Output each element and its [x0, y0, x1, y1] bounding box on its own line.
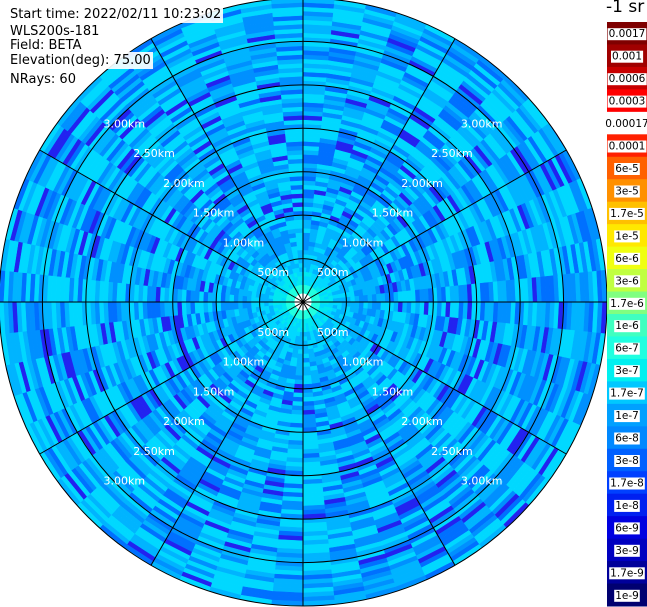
colorbar-tick-label: 3e-7 [615, 365, 639, 377]
colorbar-tick-label: 0.001 [612, 51, 642, 63]
colorbar-tick-label: 6e-7 [615, 343, 639, 355]
colorbar-tick-label: 0.0017 [609, 28, 646, 40]
colorbar-tick-label: 3e-8 [615, 455, 639, 467]
nrays-label: NRays: 60 [8, 71, 78, 88]
colorbar-tick-label: 1.7e-8 [610, 478, 644, 490]
colorbar-tick-label: 1e-6 [615, 320, 639, 332]
colorbar-tick-label: 1e-5 [615, 230, 639, 242]
colorbar-tick-label: 6e-8 [615, 433, 639, 445]
colorbar-tick-label: 1e-7 [615, 410, 639, 422]
colorbar-tick-label: 3e-6 [615, 275, 639, 287]
colorbar-tick-label: 0.0001 [609, 141, 646, 153]
colorbar-tick-label: 1.7e-5 [610, 208, 644, 220]
colorbar-tick-label: 0.0006 [609, 73, 646, 85]
start-time-label: Start time: 2022/02/11 10:23:02 [8, 6, 224, 23]
colorbar-tick-label: 6e-6 [615, 253, 639, 265]
colorbar-tick-label: 0.00017 [605, 118, 647, 130]
colorbar-tick-label: 1e-9 [615, 590, 639, 602]
colorbar-tick-label: 6e-5 [615, 163, 639, 175]
colorbar-tick-label: 3e-5 [615, 186, 639, 198]
colorbar-tick-label: 1e-8 [615, 500, 639, 512]
colorbar-tick-label: 6e-9 [615, 522, 639, 534]
elevation-label: Elevation(deg): 75.00 [8, 52, 153, 69]
colorbar-tick-label: 3e-9 [615, 545, 639, 557]
colorbar-unit-label: -1 sr [606, 0, 645, 17]
colorbar-tick-label: 0.0003 [609, 96, 646, 108]
colorbar-tick-label: 1.7e-6 [610, 298, 644, 310]
range-gate [302, 0, 336, 5]
colorbar-tick-label: 1.7e-9 [610, 567, 644, 579]
colorbar-tick-label: 1.7e-7 [610, 388, 644, 400]
